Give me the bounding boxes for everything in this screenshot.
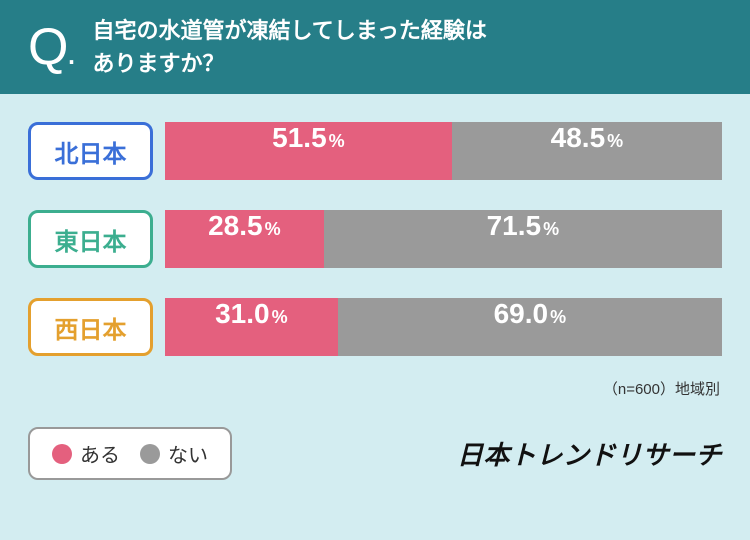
bar-segment-yes: 28.5% xyxy=(165,210,324,268)
brand-label: 日本トレンドリサーチ xyxy=(457,435,722,472)
percent-sign: % xyxy=(329,131,345,152)
stacked-bar: 31.0%69.0% xyxy=(165,298,722,356)
bar-segment-yes: 51.5% xyxy=(165,122,452,180)
stacked-bar: 28.5%71.5% xyxy=(165,210,722,268)
bar-segment-yes: 31.0% xyxy=(165,298,338,356)
q-dot: . xyxy=(66,31,74,72)
segment-value: 31.0 xyxy=(215,298,270,330)
question-line1: 自宅の水道管が凍結してしまった経験は xyxy=(92,18,486,43)
percent-sign: % xyxy=(550,307,566,328)
percent-sign: % xyxy=(543,219,559,240)
bar-segment-no: 48.5% xyxy=(452,122,722,180)
question-header: Q. 自宅の水道管が凍結してしまった経験は ありますか？ xyxy=(0,0,750,94)
bar-row: 北日本51.5%48.5% xyxy=(28,122,722,180)
sample-note: （n=600）地域別 xyxy=(28,378,722,399)
stacked-bar: 51.5%48.5% xyxy=(165,122,722,180)
percent-sign: % xyxy=(607,131,623,152)
segment-value: 71.5 xyxy=(487,210,542,242)
percent-sign: % xyxy=(272,307,288,328)
segment-value: 51.5 xyxy=(272,122,327,154)
region-label: 東日本 xyxy=(28,210,153,268)
legend-dot-icon xyxy=(140,444,160,464)
segment-value: 69.0 xyxy=(494,298,549,330)
question-text: 自宅の水道管が凍結してしまった経験は ありますか？ xyxy=(92,14,486,80)
q-icon: Q. xyxy=(28,21,74,73)
legend-item-no: ない xyxy=(140,439,208,468)
question-line2: ありますか？ xyxy=(92,51,224,76)
percent-sign: % xyxy=(265,219,281,240)
bar-rows: 北日本51.5%48.5%東日本28.5%71.5%西日本31.0%69.0% xyxy=(28,122,722,356)
bar-row: 西日本31.0%69.0% xyxy=(28,298,722,356)
legend-label: ある xyxy=(80,439,120,468)
legend-label: ない xyxy=(168,439,208,468)
chart-area: 北日本51.5%48.5%東日本28.5%71.5%西日本31.0%69.0% … xyxy=(0,94,750,427)
bar-row: 東日本28.5%71.5% xyxy=(28,210,722,268)
bar-segment-no: 71.5% xyxy=(324,210,722,268)
segment-value: 28.5 xyxy=(208,210,263,242)
legend-item-yes: ある xyxy=(52,439,120,468)
legend-dot-icon xyxy=(52,444,72,464)
bar-segment-no: 69.0% xyxy=(338,298,722,356)
q-letter: Q xyxy=(28,18,66,76)
legend: ある ない xyxy=(28,427,232,480)
segment-value: 48.5 xyxy=(551,122,606,154)
region-label: 西日本 xyxy=(28,298,153,356)
footer: ある ない 日本トレンドリサーチ xyxy=(0,427,750,498)
region-label: 北日本 xyxy=(28,122,153,180)
